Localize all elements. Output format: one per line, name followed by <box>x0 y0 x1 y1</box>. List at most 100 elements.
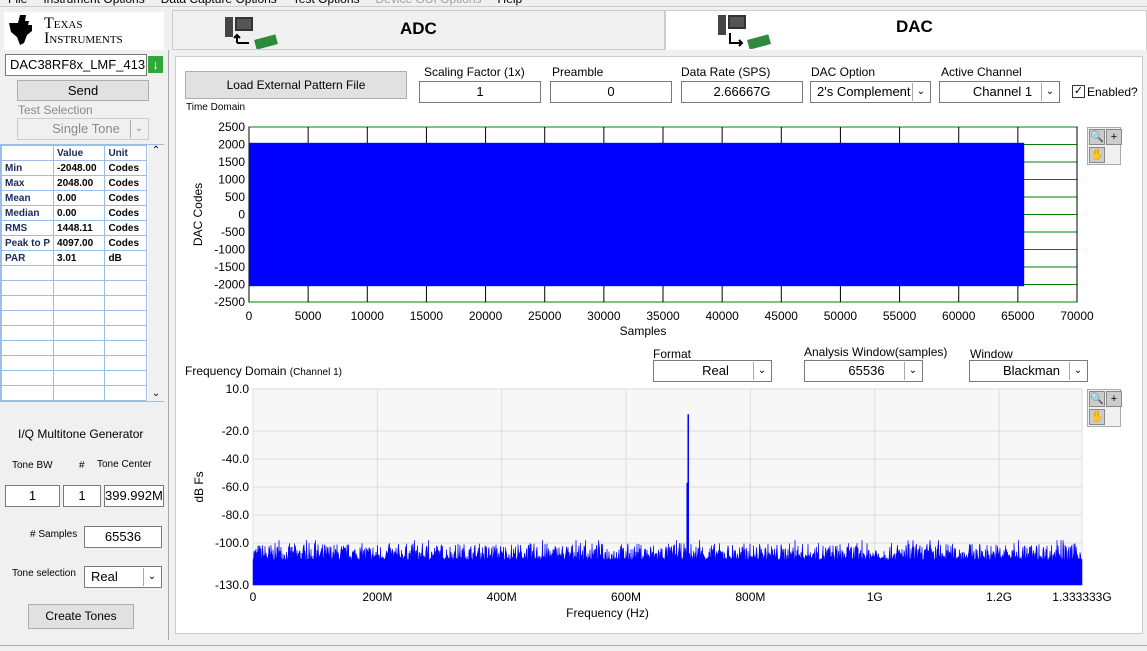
scaling-label: Scaling Factor (1x) <box>424 65 525 79</box>
y-tick-label: 1000 <box>218 173 245 187</box>
menu-bar: File Instrument Options Data Capture Optio… <box>0 0 1147 6</box>
x-axis-label: Samples <box>620 324 667 338</box>
tone-bw-input[interactable]: 1 <box>5 485 60 507</box>
menu-item[interactable]: Data Capture Options <box>161 0 277 6</box>
x-tick-label: 15000 <box>410 309 444 323</box>
pan-hand-icon[interactable]: ✋ <box>1089 409 1105 425</box>
analysis-window-label: Analysis Window(samples) <box>804 345 948 359</box>
y-tick-label: -2500 <box>214 295 245 309</box>
ti-logo-icon <box>9 15 32 45</box>
x-tick-label: 10000 <box>351 309 385 323</box>
ti-logo-text: Texas Instruments <box>44 15 123 47</box>
freq-graph-tools: 🔍 + ✋ <box>1087 389 1122 427</box>
samples-input[interactable]: 65536 <box>84 526 162 548</box>
noise-floor-trace <box>252 540 1083 586</box>
window-label: Window <box>970 347 1013 361</box>
x-tick-label: 50000 <box>824 309 858 323</box>
y-tick-label: -60.0 <box>222 480 250 494</box>
menu-item[interactable]: File <box>8 0 27 6</box>
analysis-window-dropdown[interactable]: 65536 ⌄ <box>804 360 923 382</box>
pc-board-icon <box>718 15 773 54</box>
load-pattern-button[interactable]: Load External Pattern File <box>185 71 407 99</box>
x-tick-label: 800M <box>735 590 765 604</box>
crosshair-icon[interactable]: + <box>1106 391 1122 407</box>
samples-label: # Samples <box>30 529 78 540</box>
y-tick-label: -1500 <box>214 260 245 274</box>
x-tick-label: 600M <box>611 590 641 604</box>
send-button[interactable]: Send <box>17 80 149 101</box>
y-tick-label: 0 <box>238 208 245 222</box>
test-selection-label: Test Selection <box>18 103 93 117</box>
test-selection-dropdown[interactable]: Single Tone ⌄ <box>17 118 149 140</box>
y-tick-label: -130.0 <box>215 578 249 592</box>
x-tick-label: 20000 <box>469 309 503 323</box>
x-tick-label: 1.2G <box>986 590 1012 604</box>
time-domain-chart: 25002000150010005000-500-1000-1500-2000-… <box>191 120 1094 338</box>
tab-dac[interactable]: DAC <box>665 10 1147 50</box>
ti-logo: Texas Instruments <box>4 12 164 50</box>
menu-item[interactable]: Device GUI Options <box>376 0 482 6</box>
y-tick-label: -40.0 <box>222 452 250 466</box>
stats-scrollbar[interactable]: ⌃ ⌄ <box>148 145 164 401</box>
x-axis-label: Frequency (Hz) <box>566 606 649 620</box>
menu-item[interactable]: Test Options <box>293 0 360 6</box>
dac-option-dropdown[interactable]: 2's Complement ⌄ <box>810 81 931 103</box>
zoom-icon[interactable]: 🔍 <box>1089 391 1105 407</box>
x-tick-label: 70000 <box>1060 309 1094 323</box>
device-select[interactable]: DAC38RF8x_LMF_413 <box>5 54 147 76</box>
x-tick-label: 0 <box>250 590 257 604</box>
y-tick-label: -80.0 <box>222 508 250 522</box>
zoom-icon[interactable]: 🔍 <box>1089 129 1105 145</box>
multitone-title: I/Q Multitone Generator <box>18 427 144 441</box>
time-domain-title: Time Domain <box>186 102 246 113</box>
window-dropdown[interactable]: Blackman ⌄ <box>969 360 1088 382</box>
num-tones-input[interactable]: 1 <box>63 485 101 507</box>
data-rate-label: Data Rate (SPS) <box>681 65 771 79</box>
x-tick-label: 0 <box>246 309 253 323</box>
signal-area <box>249 142 1025 287</box>
x-tick-label: 30000 <box>587 309 621 323</box>
scaling-input[interactable]: 1 <box>419 81 541 103</box>
y-tick-label: 2500 <box>218 120 245 134</box>
y-tick-label: 500 <box>225 190 245 204</box>
x-tick-label: 60000 <box>942 309 976 323</box>
stats-row: Peak to P 4097.00 Codes <box>0 235 147 251</box>
tone-center-input[interactable]: 399.992M <box>104 485 164 507</box>
stats-row: RMS 1448.11 Codes <box>0 220 147 236</box>
create-tones-button[interactable]: Create Tones <box>28 604 134 629</box>
tab-adc[interactable]: ADC <box>172 10 665 50</box>
download-arrow-icon[interactable]: ↓ <box>148 56 163 73</box>
y-axis-label: DAC Codes <box>191 183 205 246</box>
format-dropdown[interactable]: Real ⌄ <box>653 360 772 382</box>
time-graph-tools: 🔍 + ✋ <box>1087 127 1122 165</box>
y-tick-label: 1500 <box>218 155 245 169</box>
menu-item[interactable]: Help <box>498 0 523 6</box>
x-tick-label: 25000 <box>528 309 562 323</box>
tone-selection-dropdown[interactable]: Real ⌄ <box>84 566 162 588</box>
crosshair-icon[interactable]: + <box>1106 129 1122 145</box>
dac-option-label: DAC Option <box>811 65 876 79</box>
y-tick-label: -2000 <box>214 278 245 292</box>
freq-domain-chart: 10.0 -20.0 -40.0 -60.0 -80.0 -100.0 -130.00 200… <box>192 382 1112 620</box>
x-tick-label: 35000 <box>646 309 680 323</box>
tone-center-label: Tone Center <box>97 459 152 470</box>
y-axis-label: dB Fs <box>192 471 206 502</box>
stats-row: Median 0.00 Codes <box>0 205 147 221</box>
x-tick-label: 65000 <box>1001 309 1035 323</box>
freq-domain-title: Frequency Domain (Channel 1) <box>185 364 342 378</box>
device-field[interactable]: DAC38RF8x_LMF_413 <box>5 54 147 76</box>
x-tick-label: 1G <box>867 590 883 604</box>
enabled-checkbox[interactable]: ✓ <box>1072 85 1085 98</box>
y-tick-label: -20.0 <box>222 424 250 438</box>
active-channel-dropdown[interactable]: Channel 1 ⌄ <box>939 81 1060 103</box>
preamble-input[interactable]: 0 <box>550 81 672 103</box>
x-tick-label: 5000 <box>295 309 322 323</box>
pan-hand-icon[interactable]: ✋ <box>1089 147 1105 163</box>
data-rate-input[interactable]: 2.66667G <box>681 81 803 103</box>
y-tick-label: -1000 <box>214 243 245 257</box>
x-tick-label: 1.333333G <box>1052 590 1111 604</box>
menu-item[interactable]: Instrument Options <box>43 0 144 6</box>
pc-board-icon <box>225 17 280 54</box>
stats-row: Min -2048.00 Codes <box>0 160 147 176</box>
enabled-label: Enabled? <box>1087 85 1138 99</box>
